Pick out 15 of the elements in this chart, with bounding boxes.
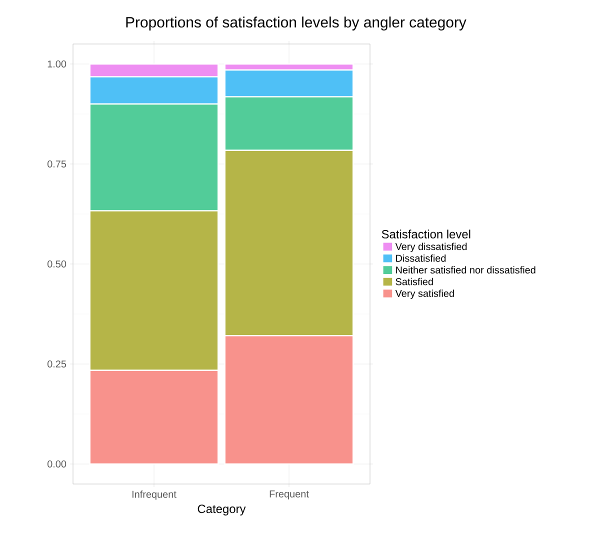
chart-title: Proportions of satisfaction levels by angler category	[126, 16, 466, 30]
x-tick-label: Frequent	[270, 490, 309, 500]
y-tick-label: 0.75	[47, 160, 66, 168]
x-axis-title: Category	[198, 504, 246, 516]
y-tick-label: 0.00	[47, 460, 66, 468]
legend-title: Satisfaction level	[382, 230, 470, 238]
legend-label: Dissatisfied	[396, 254, 446, 262]
legend-label: Satisfied	[396, 278, 433, 286]
y-tick-label: 0.25	[47, 360, 66, 368]
legend-label: Neither satisfied nor dissatisfied	[396, 266, 536, 274]
legend-label: Very dissatisfied	[395, 242, 467, 252]
legend-label: Very satisfied	[395, 290, 454, 299]
y-tick-label: 1.00	[48, 60, 66, 68]
y-tick-label: 0.50	[47, 260, 66, 268]
x-tick-label: Infrequent	[132, 490, 176, 500]
